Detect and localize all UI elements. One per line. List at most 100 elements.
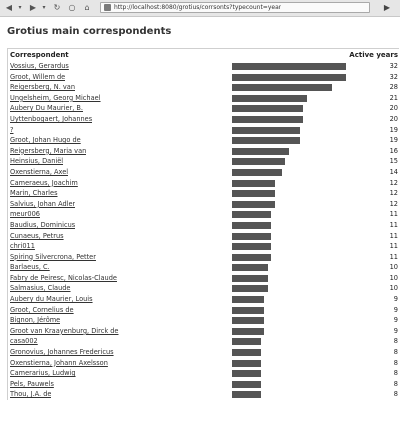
active-years-value: 8 <box>393 358 398 367</box>
home-icon[interactable]: ⌂ <box>84 3 90 12</box>
column-header-active-years: Active years <box>349 51 398 59</box>
address-bar-url[interactable]: http://localhost:8080/grotius/corrsonts?… <box>114 4 282 11</box>
go-arrow-icon[interactable]: ▶ <box>383 3 391 12</box>
correspondent-link[interactable]: Aubery Du Maurier, B. <box>10 104 84 113</box>
correspondent-link[interactable]: Fabry de Peiresc, Nicolas-Claude <box>10 273 117 282</box>
active-years-value: 15 <box>389 157 398 166</box>
active-years-value: 11 <box>389 252 398 261</box>
years-bar <box>232 327 264 335</box>
active-years-value: 8 <box>393 369 398 378</box>
stop-icon[interactable]: ○ <box>68 3 76 12</box>
correspondent-link[interactable]: Gronovius, Johannes Fredericus <box>10 348 114 357</box>
correspondent-link[interactable]: Oxenstierna, Axel <box>10 167 69 176</box>
correspondent-link[interactable]: Groot, Willem de <box>10 72 66 81</box>
back-icon[interactable]: ◀ <box>5 3 13 12</box>
active-years-value: 12 <box>389 189 398 198</box>
correspondent-link[interactable]: Spiring Silvercrona, Petter <box>10 252 96 261</box>
years-bar <box>232 274 268 282</box>
correspondent-link[interactable]: Camerarius, Ludwig <box>10 369 76 378</box>
years-bar <box>232 391 261 399</box>
active-years-value: 20 <box>389 114 398 123</box>
years-bar <box>232 380 261 388</box>
list-item: Fabry de Peiresc, Nicolas-Claude 10 <box>8 273 399 284</box>
years-bar <box>232 359 261 367</box>
list-item: Spiring Silvercrona, Petter 11 <box>8 252 399 263</box>
page-title: Grotius main correspondents <box>7 26 172 37</box>
correspondent-link[interactable]: Pels, Pauwels <box>10 379 54 388</box>
list-item: Salmasius, Claude 10 <box>8 283 399 294</box>
forward-icon[interactable]: ▶ <box>29 3 37 12</box>
list-item: Heinsius, Daniël 15 <box>8 156 399 167</box>
list-item: Gronovius, Johannes Fredericus 8 <box>8 347 399 358</box>
correspondent-link[interactable]: Groot, Cornelius de <box>10 305 74 314</box>
page-favicon-icon <box>104 4 111 11</box>
years-bar <box>232 338 261 346</box>
correspondent-link[interactable]: Bignon, Jérôme <box>10 316 61 325</box>
correspondent-link[interactable]: Marin, Charles <box>10 189 58 198</box>
correspondent-link[interactable]: casa002 <box>10 337 38 346</box>
active-years-value: 12 <box>389 199 398 208</box>
back-menu-icon[interactable]: ▾ <box>18 4 22 11</box>
active-years-value: 10 <box>389 284 398 293</box>
correspondent-link[interactable]: Groot, Johan Hugo de <box>10 136 81 145</box>
list-item: Groot, Cornelius de 9 <box>8 305 399 316</box>
years-bar <box>232 232 271 240</box>
address-bar[interactable]: http://localhost:8080/grotius/corrsonts?… <box>100 2 370 13</box>
active-years-value: 11 <box>389 210 398 219</box>
correspondent-link[interactable]: Ungelsheim, Georg Michael <box>10 93 101 102</box>
list-item: Ungelsheim, Georg Michael 21 <box>8 93 399 104</box>
years-bar <box>232 296 264 304</box>
correspondent-link[interactable]: Oxenstierna, Johann Axelsson <box>10 358 108 367</box>
correspondent-link[interactable]: Vossius, Gerardus <box>10 62 69 70</box>
active-years-value: 8 <box>393 348 398 357</box>
active-years-value: 11 <box>389 242 398 251</box>
list-item: Salvius, Johan Adler 12 <box>8 199 399 210</box>
correspondent-link[interactable]: Salvius, Johan Adler <box>10 199 76 208</box>
correspondent-link[interactable]: Cameraeus, Joachim <box>10 178 78 187</box>
active-years-value: 9 <box>393 326 398 335</box>
years-bar <box>232 190 275 198</box>
reload-icon[interactable]: ↻ <box>53 3 61 12</box>
list-item: Groot van Kraayenburg, Dirck de 9 <box>8 326 399 337</box>
years-bar <box>232 253 271 261</box>
list-item: Aubery du Maurier, Louis 9 <box>8 294 399 305</box>
years-bar <box>232 317 264 325</box>
correspondent-link[interactable]: Groot van Kraayenburg, Dirck de <box>10 326 119 335</box>
active-years-value: 10 <box>389 263 398 272</box>
years-bar <box>232 179 275 187</box>
list-item: Aubery Du Maurier, B. 20 <box>8 103 399 114</box>
correspondent-link[interactable]: Baudius, Dominicus <box>10 220 76 229</box>
active-years-value: 9 <box>393 295 398 304</box>
list-item: Oxenstierna, Axel 14 <box>8 167 399 178</box>
active-years-value: 11 <box>389 231 398 240</box>
correspondent-link[interactable]: Uyttenbogaert, Johannes <box>10 114 93 123</box>
correspondent-link[interactable]: Aubery du Maurier, Louis <box>10 295 93 304</box>
list-item: Bignon, Jérôme 9 <box>8 315 399 326</box>
forward-menu-icon[interactable]: ▾ <box>42 4 46 11</box>
correspondent-link[interactable]: Heinsius, Daniël <box>10 157 64 166</box>
correspondent-link[interactable]: Cunaeus, Petrus <box>10 231 64 240</box>
years-bar <box>232 147 289 155</box>
list-item: Groot, Johan Hugo de 19 <box>8 135 399 146</box>
list-item: casa002 8 <box>8 336 399 347</box>
correspondent-link[interactable]: Reigersberg, Maria van <box>10 146 87 155</box>
correspondent-link[interactable]: Barlaeus, C. <box>10 263 50 272</box>
correspondent-link[interactable]: chri011 <box>10 242 35 251</box>
active-years-value: 9 <box>393 316 398 325</box>
active-years-value: 12 <box>389 178 398 187</box>
active-years-value: 8 <box>393 379 398 388</box>
active-years-value: 11 <box>389 220 398 229</box>
table-header: Correspondent Active years <box>8 49 399 61</box>
list-item: Barlaeus, C. 10 <box>8 262 399 273</box>
correspondent-link[interactable]: meur006 <box>10 210 40 219</box>
correspondent-link[interactable]: Salmasius, Claude <box>10 284 71 293</box>
years-bar <box>232 126 300 134</box>
correspondent-link[interactable]: ? <box>10 125 14 134</box>
active-years-value: 14 <box>389 167 398 176</box>
years-bar <box>232 221 271 229</box>
correspondent-link[interactable]: Reigersberg, N. van <box>10 83 76 92</box>
list-item: Uyttenbogaert, Johannes 20 <box>8 114 399 125</box>
years-bar <box>232 105 303 113</box>
years-bar <box>232 158 285 166</box>
correspondent-link[interactable]: Thou, J.A. de <box>10 390 52 399</box>
